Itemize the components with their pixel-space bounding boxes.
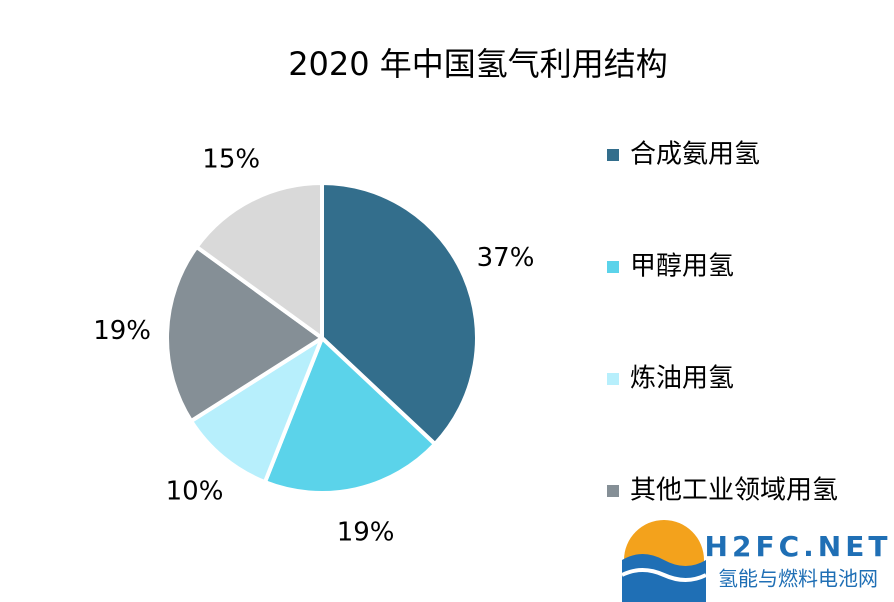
legend-label: 其他工业领域用氢 xyxy=(630,476,838,506)
legend-swatch xyxy=(607,485,619,497)
pie-slice xyxy=(194,181,324,340)
logo-subtitle: 氢能与燃料电池网 xyxy=(718,567,878,591)
data-label: 10% xyxy=(166,477,224,507)
legend-label: 炼油用氢 xyxy=(630,364,734,394)
pie-slice xyxy=(189,336,324,485)
legend-swatch xyxy=(607,261,619,273)
logo: H2FC.NET 氢能与燃料电池网 xyxy=(621,520,892,602)
legend-swatch xyxy=(607,149,619,161)
data-label: 19% xyxy=(93,316,151,346)
data-label: 15% xyxy=(202,144,260,174)
legend-swatch xyxy=(607,373,619,385)
logo-wave xyxy=(622,554,706,602)
pie-slice xyxy=(165,244,324,424)
data-label: 19% xyxy=(337,518,395,548)
logo-wave-line xyxy=(621,568,707,582)
legend-label: 甲醇用氢 xyxy=(630,252,734,282)
legend-label: 合成氨用氢 xyxy=(630,140,760,170)
pie-slice xyxy=(320,181,479,447)
chart-title: 2020 年中国氢气利用结构 xyxy=(288,45,668,83)
data-label: 37% xyxy=(477,243,535,273)
logo-name: H2FC.NET xyxy=(705,530,892,563)
